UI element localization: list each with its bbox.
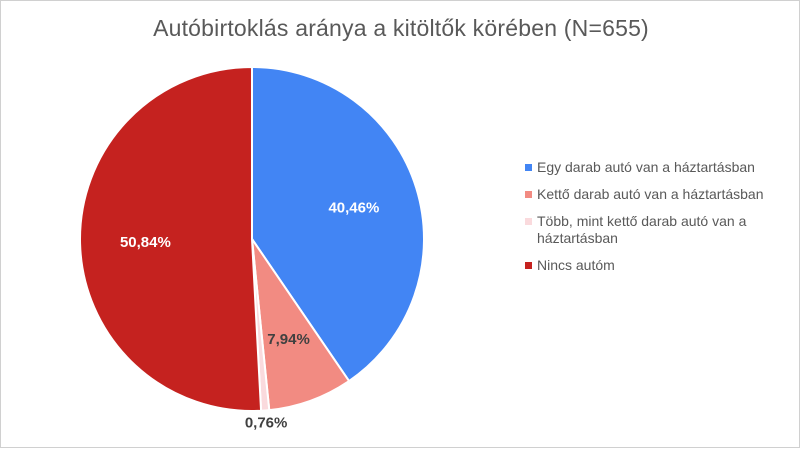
data-label-nincs: 50,84%: [120, 234, 171, 251]
legend-swatch-egy: [525, 164, 532, 171]
pie-slice-nincs: [78, 65, 263, 412]
chart-legend: Egy darab autó van a háztartásban Kettő …: [525, 159, 795, 284]
legend-swatch-ketto: [525, 191, 532, 198]
data-label-tobb: 0,76%: [245, 414, 288, 431]
legend-item-ketto: Kettő darab autó van a háztartásban: [525, 186, 795, 203]
pie-slice-egy: [251, 65, 425, 383]
data-label-ketto: 7,94%: [267, 331, 310, 348]
legend-label-tobb: Több, mint kettő darab autó van a háztar…: [537, 213, 747, 246]
legend-item-nincs: Nincs autóm: [525, 257, 795, 274]
legend-item-egy: Egy darab autó van a háztartásban: [525, 159, 795, 176]
legend-label-ketto: Kettő darab autó van a háztartásban: [537, 186, 764, 202]
chart-title: Autóbirtoklás aránya a kitöltők körében …: [153, 15, 649, 41]
legend-label-nincs: Nincs autóm: [537, 257, 615, 273]
legend-label-egy: Egy darab autó van a háztartásban: [537, 159, 755, 175]
legend-swatch-tobb: [525, 218, 532, 225]
legend-swatch-nincs: [525, 262, 532, 269]
legend-item-tobb: Több, mint kettő darab autó van a háztar…: [525, 213, 795, 247]
data-label-egy: 40,46%: [328, 200, 379, 217]
